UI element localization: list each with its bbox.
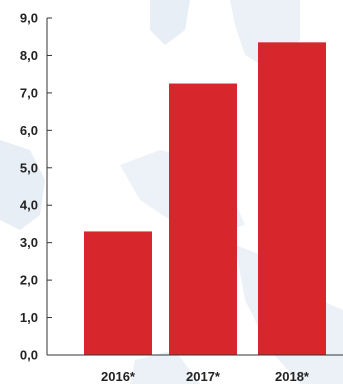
bar-2016 [84,231,152,355]
bars-group [84,42,326,356]
x-category-label: 2016* [101,369,136,384]
y-tick-label: 0,0 [20,348,38,363]
y-axis: 0,0 1,0 2,0 3,0 4,0 5,0 6,0 7,0 8,0 9,0 [20,11,343,363]
map-shape [130,350,200,384]
map-shape [150,0,190,45]
bar-2018 [258,42,326,355]
bar-2017 [169,83,237,356]
y-tick-label: 7,0 [20,85,38,100]
y-tick-label: 3,0 [20,235,38,250]
y-tick-label: 5,0 [20,160,38,175]
map-shape [0,140,45,230]
y-tick-label: 2,0 [20,273,38,288]
y-tick-label: 8,0 [20,48,38,63]
y-tick-label: 1,0 [20,310,38,325]
y-tick-label: 6,0 [20,123,38,138]
y-tick-label: 9,0 [20,11,38,26]
x-category-label: 2018* [275,369,310,384]
x-category-label: 2017* [186,369,221,384]
y-tick-label: 4,0 [20,198,38,213]
x-axis-labels: 2016* 2017* 2018* [101,369,310,384]
